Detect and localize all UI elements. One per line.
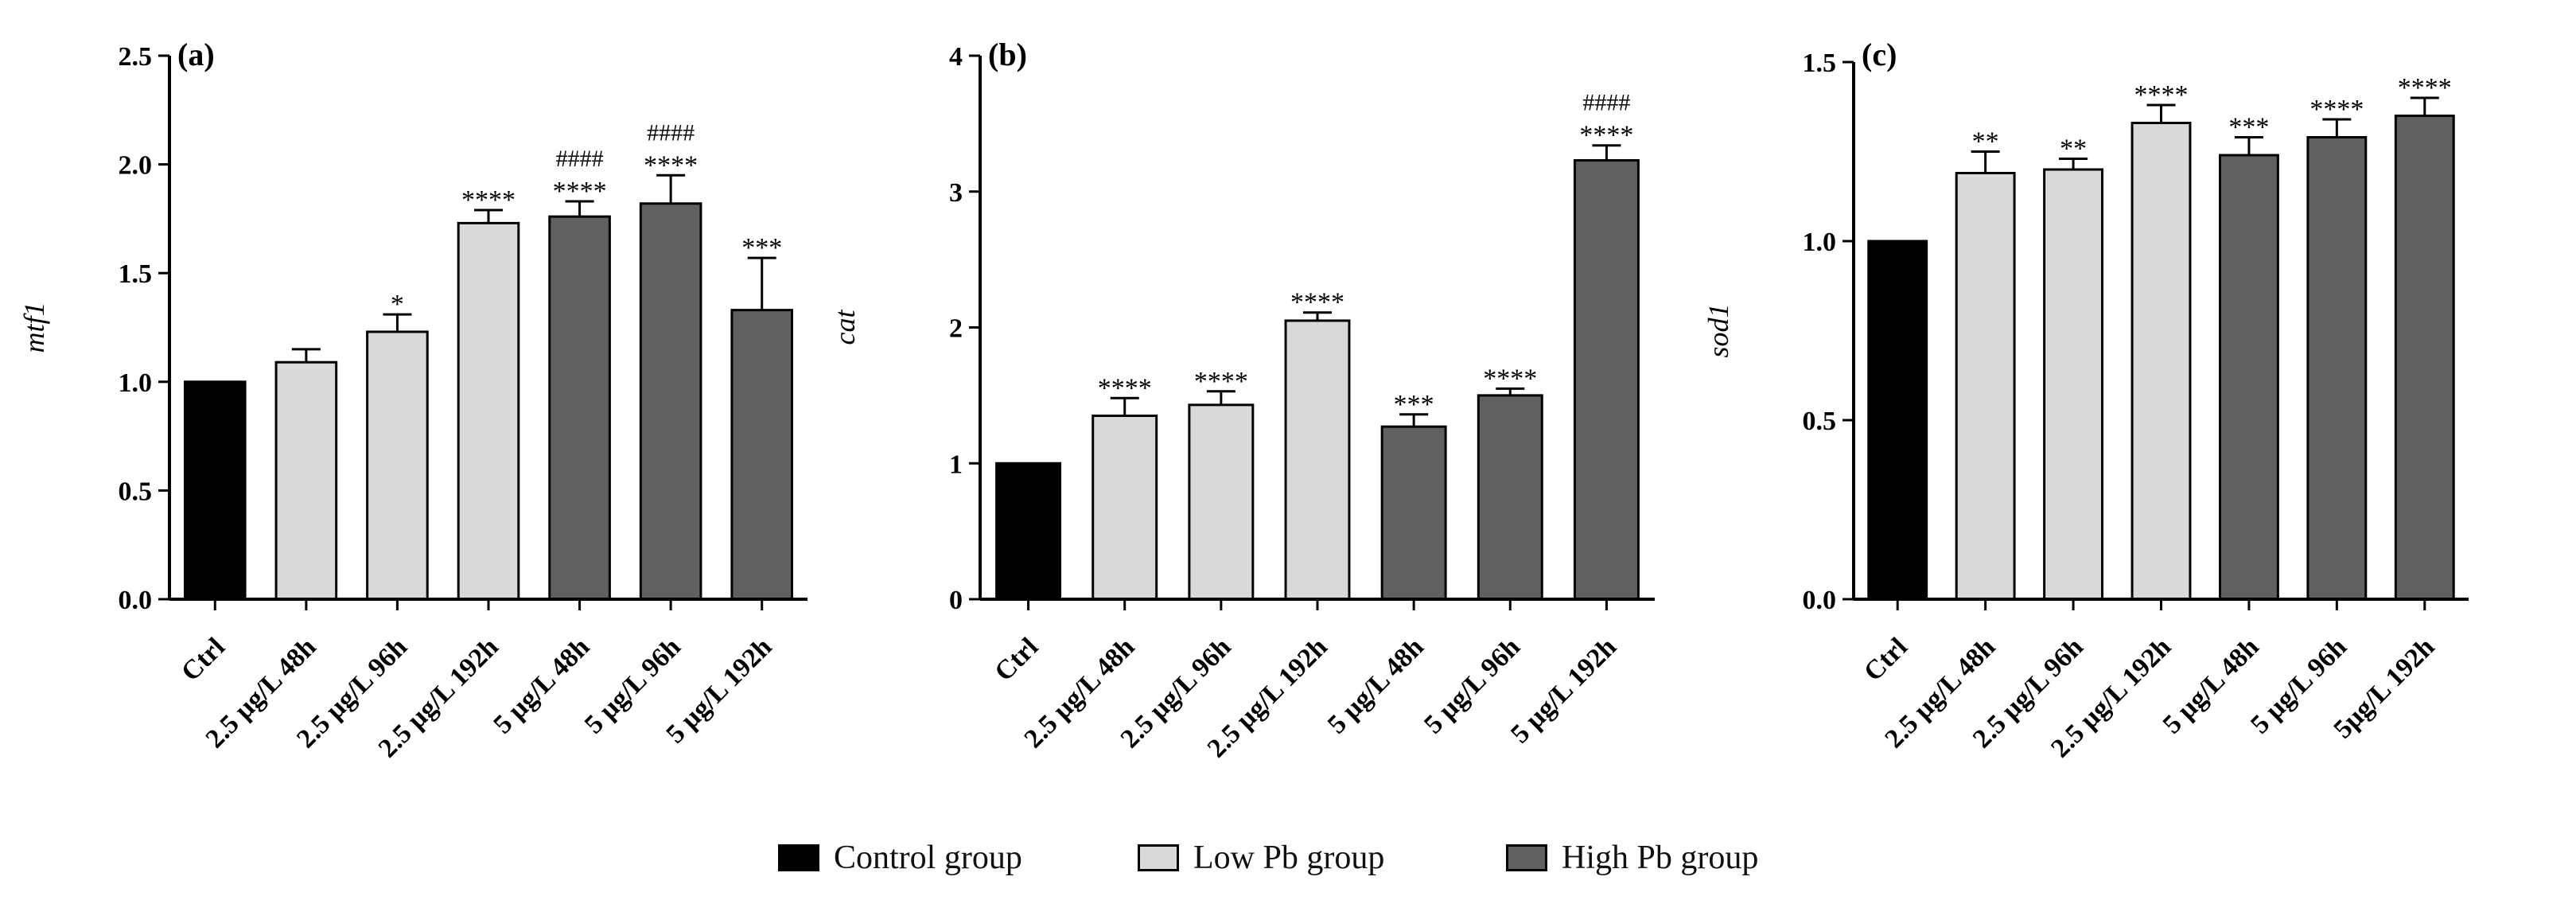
y-tick-label: 1.0 bbox=[1803, 228, 1837, 257]
legend-label-control: Control group bbox=[834, 840, 1022, 876]
y-tick-label: 0 bbox=[949, 586, 963, 615]
significance-stars: * bbox=[391, 290, 404, 319]
x-tick-label: 5 µg/L 48h bbox=[488, 632, 595, 739]
significance-stars: **** bbox=[2398, 73, 2452, 103]
x-tick-label: 5 µg/L 48h bbox=[2158, 632, 2265, 739]
y-tick-label: 1.5 bbox=[119, 259, 153, 289]
legend-swatch-low bbox=[1138, 844, 1179, 871]
y-axis-label: mtf1 bbox=[18, 302, 50, 353]
bar bbox=[995, 462, 1062, 601]
legend-label-low: Low Pb group bbox=[1193, 840, 1385, 876]
bar bbox=[2394, 115, 2455, 601]
y-tick-label: 1.0 bbox=[119, 368, 153, 398]
y-tick-label: 0.5 bbox=[119, 477, 153, 506]
panel-label: (c) bbox=[1862, 37, 1897, 72]
bar bbox=[457, 221, 520, 601]
legend-item-low: Low Pb group bbox=[1138, 840, 1385, 876]
panel-label: (b) bbox=[988, 37, 1027, 72]
significance-stars: **** bbox=[644, 150, 698, 180]
chart-panel-2: Ctrl****2.5 µg/L 48h****2.5 µg/L 96h****… bbox=[829, 37, 1655, 763]
significance-stars: **** bbox=[2134, 80, 2189, 110]
y-tick-label: 1 bbox=[949, 450, 963, 479]
significance-stars: **** bbox=[1098, 373, 1152, 403]
x-tick-label: 5 µg/L 192h bbox=[1505, 632, 1622, 749]
significance-stars: *** bbox=[741, 233, 782, 263]
significance-stars: **** bbox=[1483, 364, 1537, 393]
bar bbox=[1091, 414, 1158, 601]
x-tick-label: Ctrl bbox=[176, 632, 231, 687]
y-tick-label: 0.0 bbox=[1803, 586, 1837, 615]
y-axis-label: cat bbox=[829, 310, 861, 345]
legend-item-control: Control group bbox=[778, 840, 1022, 876]
bar bbox=[639, 202, 702, 601]
significance-stars: **** bbox=[1290, 288, 1344, 318]
significance-stars: ** bbox=[1972, 127, 1999, 157]
bar bbox=[1188, 403, 1255, 601]
significance-hashes: #### bbox=[647, 119, 695, 146]
significance-stars: **** bbox=[1579, 121, 1633, 150]
bar bbox=[1573, 158, 1640, 601]
bar bbox=[1955, 172, 2016, 601]
bar bbox=[2130, 122, 2192, 601]
bar bbox=[1380, 425, 1447, 601]
significance-stars: *** bbox=[2228, 113, 2269, 142]
y-tick-label: 3 bbox=[949, 178, 963, 208]
significance-stars: **** bbox=[553, 177, 607, 206]
bar bbox=[366, 330, 429, 601]
y-tick-label: 1.5 bbox=[1803, 49, 1837, 78]
panel-label: (a) bbox=[177, 37, 215, 72]
significance-stars: **** bbox=[1194, 367, 1248, 396]
significance-stars: ** bbox=[2060, 134, 2087, 164]
bar bbox=[274, 360, 338, 601]
y-tick-label: 2 bbox=[949, 314, 963, 344]
significance-stars: **** bbox=[2309, 95, 2364, 124]
significance-hashes: #### bbox=[1582, 90, 1630, 116]
significance-hashes: #### bbox=[556, 146, 604, 172]
y-tick-label: 4 bbox=[949, 42, 963, 72]
legend-swatch-high bbox=[1506, 844, 1547, 871]
y-axis-label: sod1 bbox=[1702, 303, 1734, 357]
legend-item-high: High Pb group bbox=[1506, 840, 1759, 876]
legend-label-high: High Pb group bbox=[1562, 840, 1759, 876]
bar bbox=[2306, 136, 2368, 601]
bar bbox=[730, 309, 794, 601]
bar bbox=[183, 380, 247, 601]
x-tick-label: Ctrl bbox=[989, 632, 1044, 687]
y-tick-label: 2.0 bbox=[119, 151, 153, 181]
y-tick-label: 0.0 bbox=[119, 586, 153, 615]
significance-stars: *** bbox=[1394, 390, 1434, 419]
y-tick-label: 2.5 bbox=[119, 42, 153, 72]
y-tick-label: 0.5 bbox=[1803, 407, 1837, 436]
bar bbox=[1867, 240, 1928, 601]
x-tick-label: Ctrl bbox=[1858, 632, 1913, 687]
bar bbox=[1477, 394, 1543, 601]
chart-legend: Control group Low Pb group High Pb group bbox=[0, 834, 2576, 882]
bar bbox=[548, 215, 611, 601]
bar bbox=[2043, 168, 2104, 601]
bar bbox=[2218, 154, 2279, 601]
x-tick-label: 5 µg/L 48h bbox=[1322, 632, 1430, 739]
legend-swatch-control bbox=[778, 844, 819, 871]
chart-panel-3: Ctrl**2.5 µg/L 48h**2.5 µg/L 96h****2.5 … bbox=[1702, 37, 2469, 763]
significance-stars: **** bbox=[461, 185, 516, 215]
bar bbox=[1284, 319, 1351, 601]
